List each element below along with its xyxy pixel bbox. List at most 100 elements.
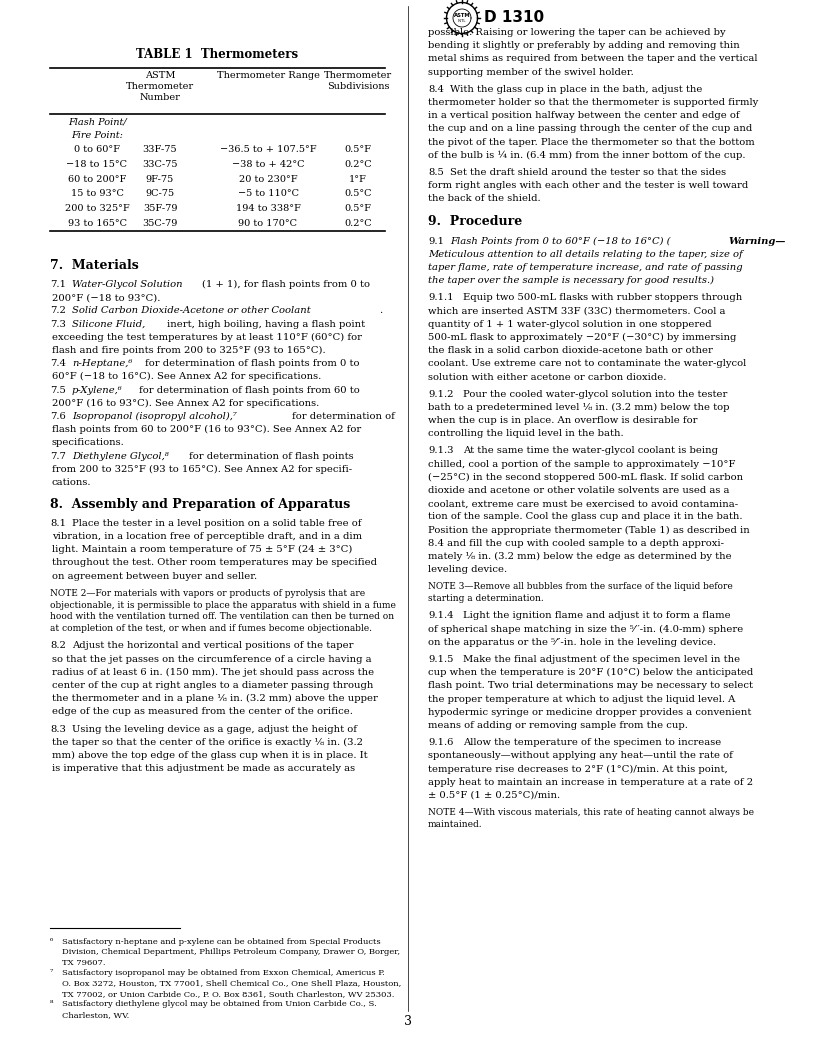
Text: exceeding the test temperatures by at least 110°F (60°C) for: exceeding the test temperatures by at le… xyxy=(52,333,362,342)
Text: coolant. Use extreme care not to contaminate the water-glycol: coolant. Use extreme care not to contami… xyxy=(428,359,747,369)
Text: chilled, cool a portion of the sample to approximately −10°F: chilled, cool a portion of the sample to… xyxy=(428,459,735,469)
Text: vibration, in a location free of perceptible draft, and in a dim: vibration, in a location free of percept… xyxy=(52,532,362,541)
Text: O. Box 3272, Houston, TX 77001, Shell Chemical Co., One Shell Plaza, Houston,: O. Box 3272, Houston, TX 77001, Shell Ch… xyxy=(62,980,401,987)
Text: 7.  Materials: 7. Materials xyxy=(50,259,139,271)
Text: which are inserted ASTM 33F (33C) thermometers. Cool a: which are inserted ASTM 33F (33C) thermo… xyxy=(428,306,725,316)
Text: 20 to 230°F: 20 to 230°F xyxy=(239,174,297,184)
Text: −5 to 110°C: −5 to 110°C xyxy=(237,189,299,199)
Text: edge of the cup as measured from the center of the orifice.: edge of the cup as measured from the cen… xyxy=(52,708,353,716)
Text: 1°F: 1°F xyxy=(349,174,367,184)
Text: NOTE 3—Remove all bubbles from the surface of the liquid before: NOTE 3—Remove all bubbles from the surfa… xyxy=(428,583,733,591)
Text: 9.  Procedure: 9. Procedure xyxy=(428,215,522,228)
Text: Allow the temperature of the specimen to increase: Allow the temperature of the specimen to… xyxy=(463,738,721,747)
Text: ⁷: ⁷ xyxy=(50,969,53,977)
Text: hypodermic syringe or medicine dropper provides a convenient: hypodermic syringe or medicine dropper p… xyxy=(428,708,752,717)
Text: flash point. Two trial determinations may be necessary to select: flash point. Two trial determinations ma… xyxy=(428,681,753,691)
Text: of the bulb is ¼ in. (6.4 mm) from the inner bottom of the cup.: of the bulb is ¼ in. (6.4 mm) from the i… xyxy=(428,151,746,161)
Text: TX 77002, or Union Carbide Co., P. O. Box 8361, South Charleston, WV 25303.: TX 77002, or Union Carbide Co., P. O. Bo… xyxy=(62,989,394,998)
Text: INTL: INTL xyxy=(458,19,466,23)
Text: Place the tester in a level position on a solid table free of: Place the tester in a level position on … xyxy=(72,518,361,528)
Text: the flask in a solid carbon dioxide-acetone bath or other: the flask in a solid carbon dioxide-acet… xyxy=(428,346,713,355)
Text: 0.5°C: 0.5°C xyxy=(344,189,372,199)
Text: Flash Point/: Flash Point/ xyxy=(68,118,126,127)
Text: dioxide and acetone or other volatile solvents are used as a: dioxide and acetone or other volatile so… xyxy=(428,486,730,495)
Text: 7.3: 7.3 xyxy=(50,320,66,328)
Text: form right angles with each other and the tester is well toward: form right angles with each other and th… xyxy=(428,182,748,190)
Text: 15 to 93°C: 15 to 93°C xyxy=(70,189,123,199)
Text: D 1310: D 1310 xyxy=(484,11,544,25)
Text: leveling device.: leveling device. xyxy=(428,565,507,574)
Text: tion of the sample. Cool the glass cup and place it in the bath.: tion of the sample. Cool the glass cup a… xyxy=(428,512,743,522)
Text: −36.5 to + 107.5°F: −36.5 to + 107.5°F xyxy=(220,145,317,154)
Text: Using the leveling device as a gage, adjust the height of: Using the leveling device as a gage, adj… xyxy=(72,724,357,734)
Text: flash and fire points from 200 to 325°F (93 to 165°C).: flash and fire points from 200 to 325°F … xyxy=(52,346,326,355)
Text: 35F-79: 35F-79 xyxy=(143,204,177,213)
Text: 3: 3 xyxy=(404,1015,412,1027)
Text: possible. Raising or lowering the taper can be achieved by: possible. Raising or lowering the taper … xyxy=(428,29,725,37)
Text: 0.5°F: 0.5°F xyxy=(344,145,371,154)
Text: solution with either acetone or carbon dioxide.: solution with either acetone or carbon d… xyxy=(428,373,667,381)
Text: the proper temperature at which to adjust the liquid level. A: the proper temperature at which to adjus… xyxy=(428,695,735,703)
Text: flash points from 60 to 200°F (16 to 93°C). See Annex A2 for: flash points from 60 to 200°F (16 to 93°… xyxy=(52,426,361,434)
Text: from 200 to 325°F (93 to 165°C). See Annex A2 for specifi-: from 200 to 325°F (93 to 165°C). See Ann… xyxy=(52,465,353,474)
Text: for determination of flash points from 60 to: for determination of flash points from 6… xyxy=(139,385,360,395)
Text: NOTE 2—For materials with vapors or products of pyrolysis that are: NOTE 2—For materials with vapors or prod… xyxy=(50,589,365,598)
Text: 9C-75: 9C-75 xyxy=(145,189,175,199)
Text: maintained.: maintained. xyxy=(428,819,482,829)
Text: n-Heptane,⁶: n-Heptane,⁶ xyxy=(72,359,132,369)
Text: 0.5°F: 0.5°F xyxy=(344,204,371,213)
Text: the thermometer and in a plane ⅛ in. (3.2 mm) above the upper: the thermometer and in a plane ⅛ in. (3.… xyxy=(52,694,378,703)
Text: 9.1.5: 9.1.5 xyxy=(428,655,454,664)
Text: ⁶: ⁶ xyxy=(50,938,53,946)
Text: Set the draft shield around the tester so that the sides: Set the draft shield around the tester s… xyxy=(450,168,726,177)
Text: bending it slightly or preferably by adding and removing thin: bending it slightly or preferably by add… xyxy=(428,41,740,51)
Text: on the apparatus or the ⁵⁄″-in. hole in the leveling device.: on the apparatus or the ⁵⁄″-in. hole in … xyxy=(428,638,716,646)
Text: thermometer holder so that the thermometer is supported firmly: thermometer holder so that the thermomet… xyxy=(428,98,758,107)
Text: Flash Points from 0 to 60°F (−18 to 16°C) (: Flash Points from 0 to 60°F (−18 to 16°C… xyxy=(450,237,671,246)
Text: the taper so that the center of the orifice is exactly ⅛ in. (3.2: the taper so that the center of the orif… xyxy=(52,738,363,747)
Text: Thermometer Range: Thermometer Range xyxy=(216,71,319,80)
Text: Water-Glycol Solution: Water-Glycol Solution xyxy=(72,280,183,289)
Text: is imperative that this adjustment be made as accurately as: is imperative that this adjustment be ma… xyxy=(52,765,355,773)
Text: 9.1.3: 9.1.3 xyxy=(428,447,454,455)
Text: 60°F (−18 to 16°C). See Annex A2 for specifications.: 60°F (−18 to 16°C). See Annex A2 for spe… xyxy=(52,373,322,381)
Text: Charleston, WV.: Charleston, WV. xyxy=(62,1011,129,1019)
Text: 7.7: 7.7 xyxy=(50,452,66,460)
Text: Fire Point:: Fire Point: xyxy=(71,132,123,140)
Text: 9.1.2: 9.1.2 xyxy=(428,390,454,399)
Text: 8.  Assembly and Preparation of Apparatus: 8. Assembly and Preparation of Apparatus xyxy=(50,497,350,511)
Text: TX 79607.: TX 79607. xyxy=(62,959,105,967)
Text: Satisfactory n-heptane and p-xylene can be obtained from Special Products: Satisfactory n-heptane and p-xylene can … xyxy=(62,938,380,946)
Text: temperature rise decreases to 2°F (1°C)/min. At this point,: temperature rise decreases to 2°F (1°C)/… xyxy=(428,765,728,774)
Text: ASTM: ASTM xyxy=(454,13,470,18)
Text: Warning—: Warning— xyxy=(728,237,785,246)
Text: the taper over the sample is necessary for good results.): the taper over the sample is necessary f… xyxy=(428,277,714,285)
Text: 9F-75: 9F-75 xyxy=(146,174,174,184)
Text: At the same time the water-glycol coolant is being: At the same time the water-glycol coolan… xyxy=(463,447,718,455)
Text: inert, high boiling, having a flash point: inert, high boiling, having a flash poin… xyxy=(167,320,365,328)
Text: coolant, extreme care must be exercised to avoid contamina-: coolant, extreme care must be exercised … xyxy=(428,499,738,508)
Text: NOTE 4—With viscous materials, this rate of heating cannot always be: NOTE 4—With viscous materials, this rate… xyxy=(428,808,754,817)
Text: Equip two 500-mL flasks with rubber stoppers through: Equip two 500-mL flasks with rubber stop… xyxy=(463,294,743,302)
Text: 33F-75: 33F-75 xyxy=(143,145,177,154)
Text: Make the final adjustment of the specimen level in the: Make the final adjustment of the specime… xyxy=(463,655,740,664)
Text: Thermometer
Subdivisions: Thermometer Subdivisions xyxy=(324,71,392,91)
Text: 33C-75: 33C-75 xyxy=(142,159,178,169)
Text: ± 0.5°F (1 ± 0.25°C)/min.: ± 0.5°F (1 ± 0.25°C)/min. xyxy=(428,791,560,799)
Text: controlling the liquid level in the bath.: controlling the liquid level in the bath… xyxy=(428,430,623,438)
Text: starting a determination.: starting a determination. xyxy=(428,595,543,603)
Text: specifications.: specifications. xyxy=(52,438,125,448)
Text: hood with the ventilation turned off. The ventilation can then be turned on: hood with the ventilation turned off. Th… xyxy=(50,612,394,621)
Text: the cup and on a line passing through the center of the cup and: the cup and on a line passing through th… xyxy=(428,125,752,133)
Text: 0 to 60°F: 0 to 60°F xyxy=(74,145,120,154)
Text: 7.4: 7.4 xyxy=(50,359,66,369)
Text: radius of at least 6 in. (150 mm). The jet should pass across the: radius of at least 6 in. (150 mm). The j… xyxy=(52,667,374,677)
Text: 9.1: 9.1 xyxy=(428,237,444,246)
Text: 8.4 and fill the cup with cooled sample to a depth approxi-: 8.4 and fill the cup with cooled sample … xyxy=(428,539,724,548)
Text: Silicone Fluid,: Silicone Fluid, xyxy=(72,320,145,328)
Text: metal shims as required from between the taper and the vertical: metal shims as required from between the… xyxy=(428,55,757,63)
Text: 500-mL flask to approximately −20°F (−30°C) by immersing: 500-mL flask to approximately −20°F (−30… xyxy=(428,333,736,342)
Text: 9.1.4: 9.1.4 xyxy=(428,611,454,620)
Text: Isopropanol (isopropyl alcohol),⁷: Isopropanol (isopropyl alcohol),⁷ xyxy=(72,412,237,421)
Text: 0.2°C: 0.2°C xyxy=(344,219,372,228)
